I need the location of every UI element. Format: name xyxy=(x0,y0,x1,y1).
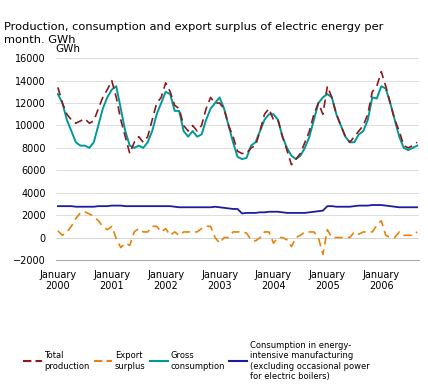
Legend: Total
production, Export
surplus, Gross
consumption, Consumption in energy-
inte: Total production, Export surplus, Gross … xyxy=(24,341,370,381)
Text: GWh: GWh xyxy=(56,43,80,54)
Text: Production, consumption and export surplus of electric energy per
month. GWh: Production, consumption and export surpl… xyxy=(4,22,383,45)
